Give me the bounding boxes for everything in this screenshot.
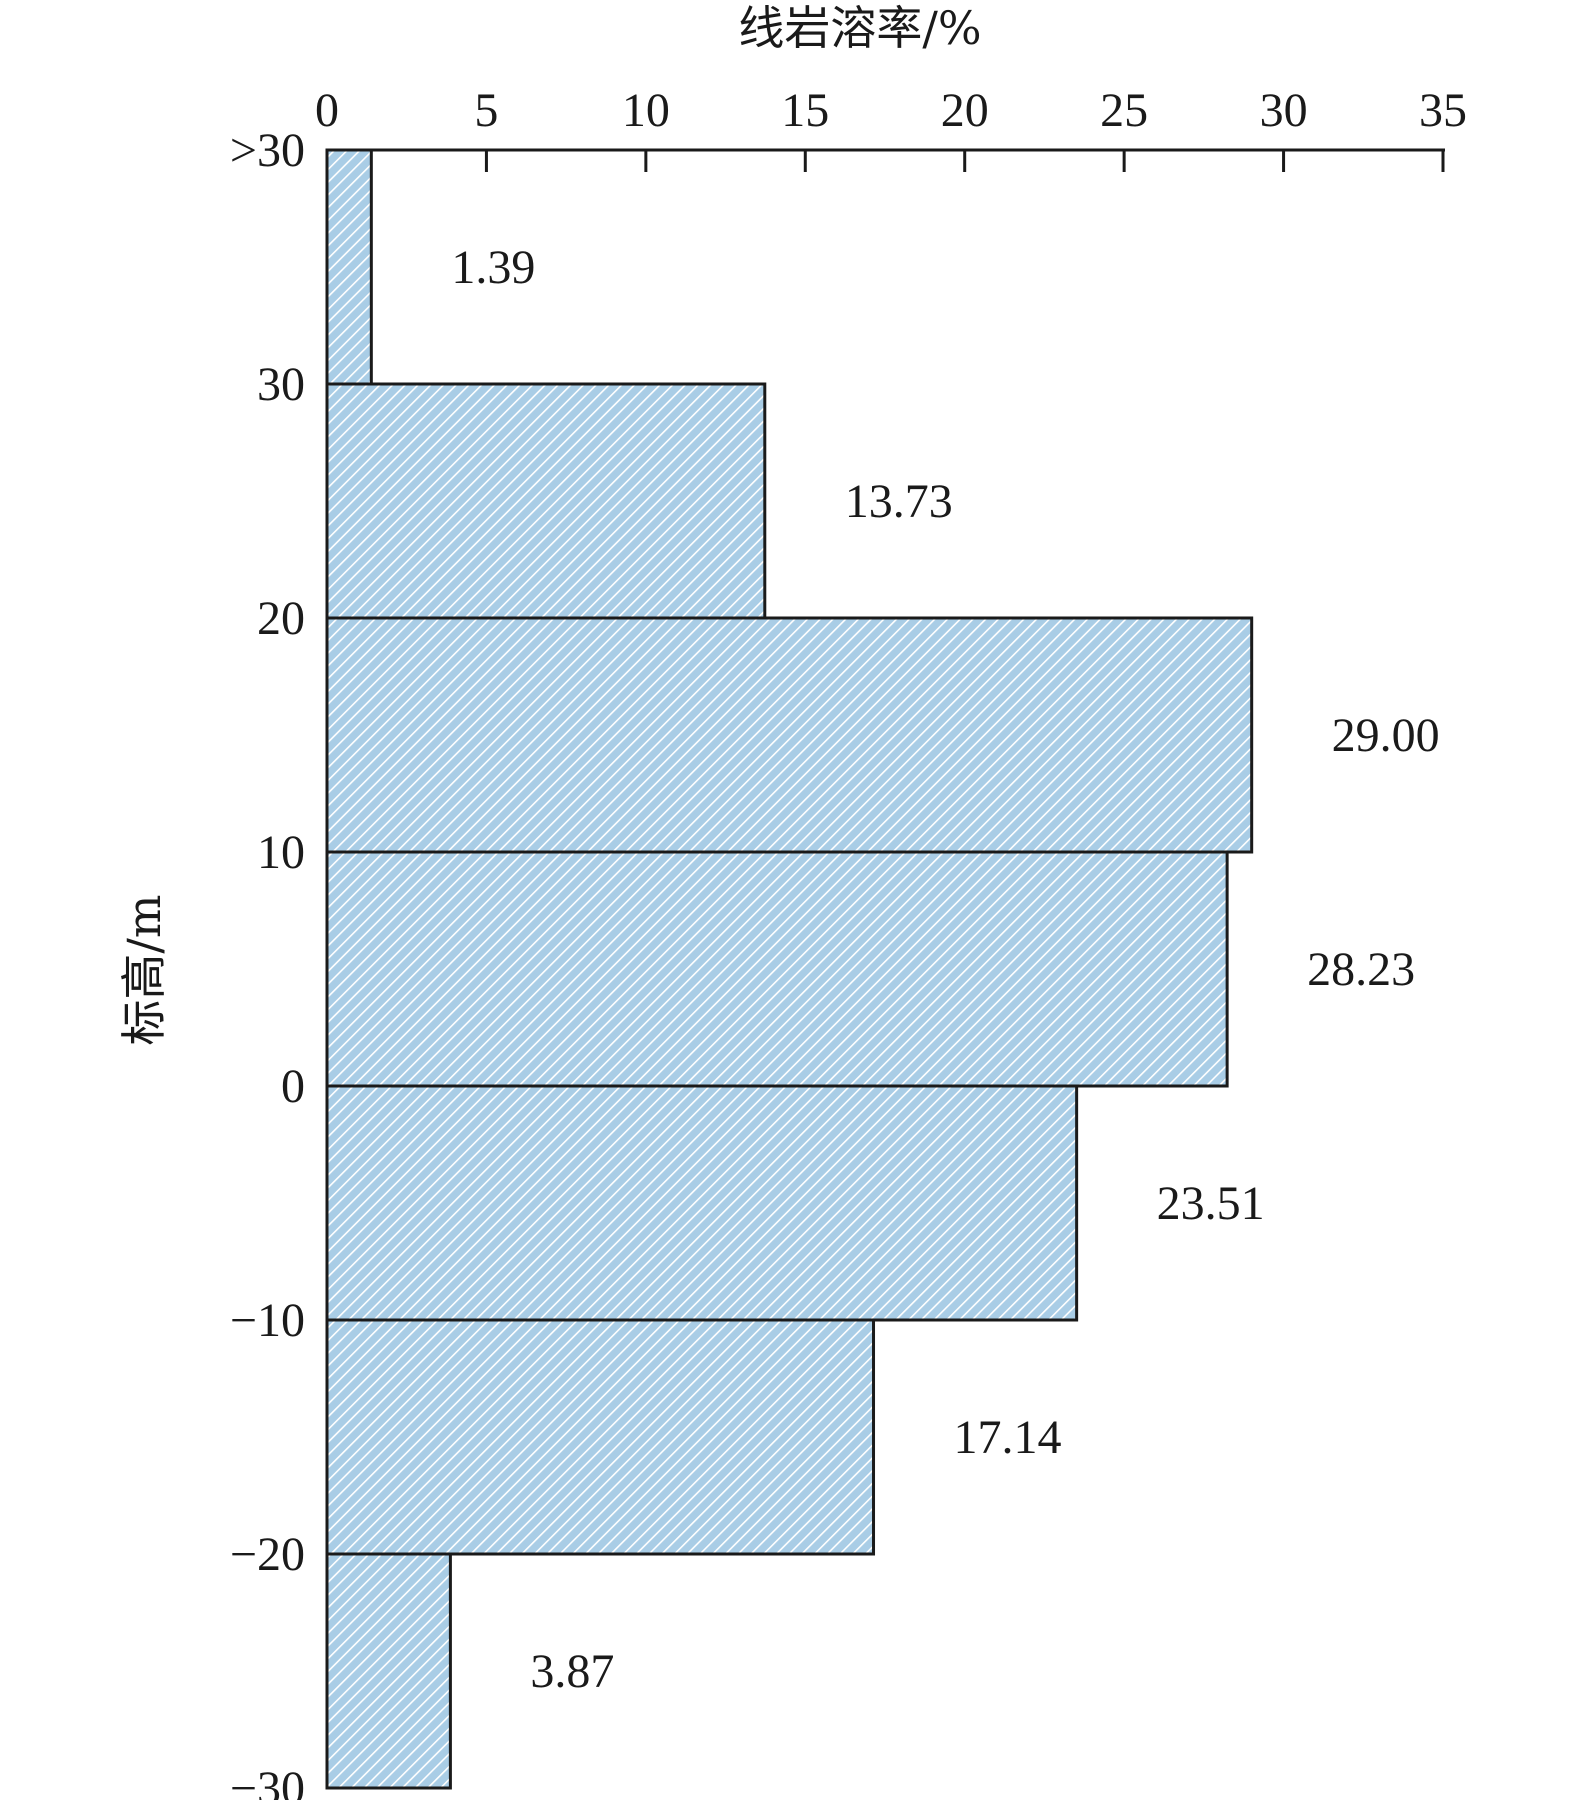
- data-labels-group: 1.39 13.73 29.00 28.23 23.51 17.14 3.87: [451, 241, 1439, 1698]
- y-tick-label-0: >30: [230, 124, 305, 177]
- x-tick-label-3: 15: [781, 84, 829, 137]
- bar-3: [325, 850, 1229, 1088]
- y-tick-label-2: 20: [257, 592, 305, 645]
- bar-5: [325, 1318, 876, 1556]
- x-tick-label-5: 25: [1100, 84, 1148, 137]
- x-tick-label-4: 20: [941, 84, 989, 137]
- data-label-5: 17.14: [954, 1411, 1062, 1464]
- data-label-6: 3.87: [530, 1645, 614, 1698]
- x-tick-label-0: 0: [315, 84, 339, 137]
- y-tick-label-4: 0: [281, 1060, 305, 1113]
- x-tick-label-2: 10: [622, 84, 670, 137]
- y-tick-label-7: −30: [230, 1762, 305, 1800]
- y-tick-label-3: 10: [257, 826, 305, 879]
- y-tick-label-5: −10: [230, 1294, 305, 1347]
- x-axis: 0 5 10 15 20 25 30 35: [315, 84, 1467, 172]
- x-tick-label-7: 35: [1419, 84, 1467, 137]
- x-tick-label-6: 30: [1260, 84, 1308, 137]
- bars-group: [325, 148, 1254, 1790]
- y-axis-title: 标高/m: [117, 894, 171, 1045]
- bar-2: [325, 616, 1254, 854]
- data-label-2: 29.00: [1332, 709, 1440, 762]
- y-axis: >30 30 20 10 0 −10 −20 −30: [230, 124, 329, 1800]
- bar-4: [325, 1084, 1079, 1322]
- bar-1: [325, 382, 767, 620]
- bar-0: [325, 148, 373, 386]
- data-label-0: 1.39: [451, 241, 535, 294]
- x-tick-label-1: 5: [474, 84, 498, 137]
- x-axis-title: 线岩溶率/%: [738, 1, 981, 55]
- data-label-4: 23.51: [1157, 1177, 1265, 1230]
- y-tick-label-6: −20: [230, 1528, 305, 1581]
- y-tick-label-1: 30: [257, 358, 305, 411]
- data-label-3: 28.23: [1307, 943, 1415, 996]
- bar-6: [325, 1552, 452, 1790]
- data-label-1: 13.73: [845, 475, 953, 528]
